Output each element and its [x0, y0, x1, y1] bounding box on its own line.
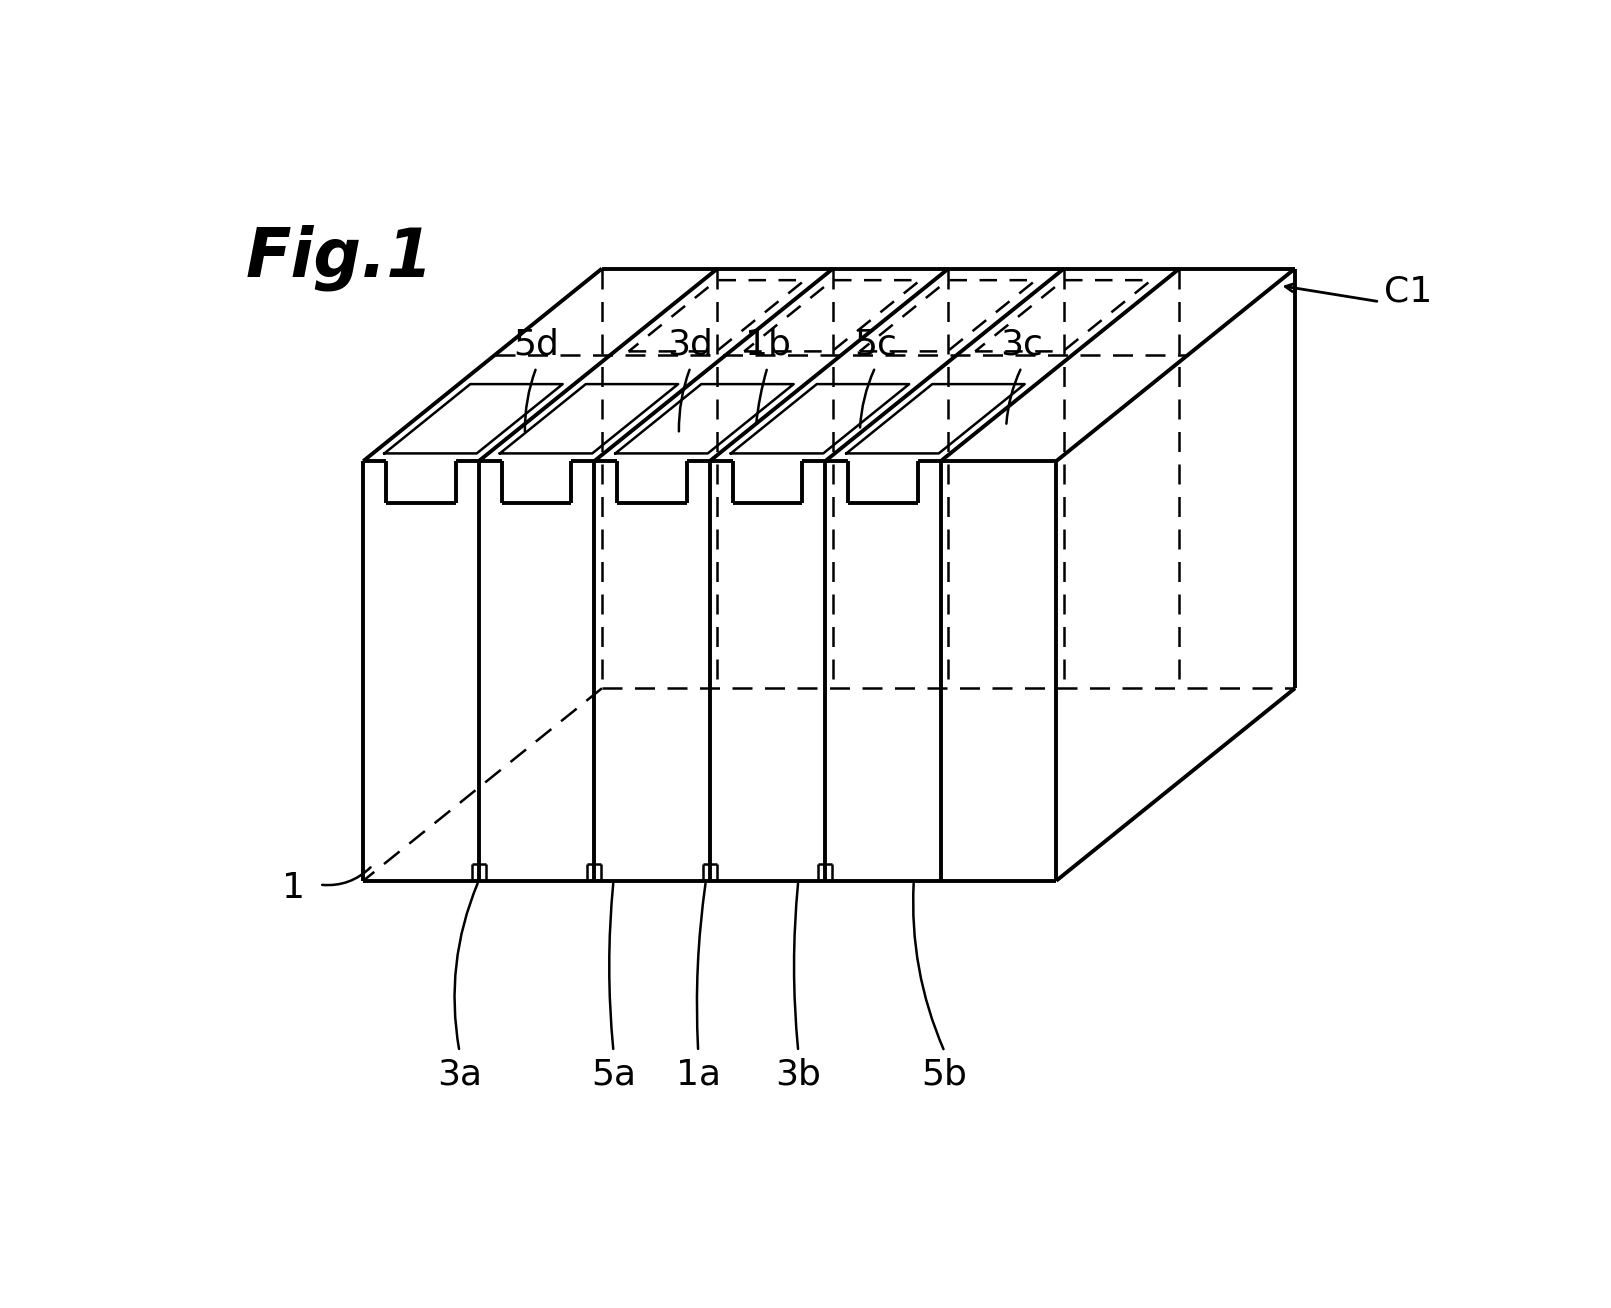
Text: 5d: 5d	[514, 327, 559, 361]
Text: 5b: 5b	[921, 1058, 968, 1092]
Text: 3b: 3b	[775, 1058, 822, 1092]
Text: 1: 1	[282, 871, 306, 905]
Text: 5a: 5a	[591, 1058, 636, 1092]
Text: 3a: 3a	[437, 1058, 482, 1092]
Text: 3d: 3d	[667, 327, 714, 361]
Text: C1: C1	[1384, 275, 1432, 309]
Text: Fig.1: Fig.1	[245, 225, 433, 292]
Text: 1b: 1b	[744, 327, 791, 361]
Text: 3c: 3c	[1000, 327, 1042, 361]
Text: 1a: 1a	[675, 1058, 720, 1092]
Text: 5c: 5c	[854, 327, 897, 361]
